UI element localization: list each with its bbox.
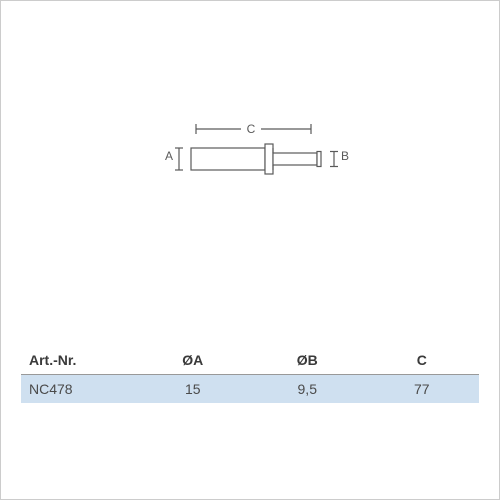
col-header-c: C [365, 346, 480, 375]
svg-text:A: A [165, 149, 173, 163]
cell-a: 15 [136, 375, 251, 404]
cell-art: NC478 [21, 375, 136, 404]
cell-c: 77 [365, 375, 480, 404]
technical-drawing: C A B [1, 1, 500, 341]
dimensions-table: Art.-Nr. ØA ØB C NC478 15 9,5 77 [21, 346, 479, 403]
svg-text:C: C [247, 122, 256, 136]
col-header-art: Art.-Nr. [21, 346, 136, 375]
table-data-row: NC478 15 9,5 77 [21, 375, 479, 404]
svg-text:B: B [341, 149, 349, 163]
col-header-b: ØB [250, 346, 365, 375]
col-header-a: ØA [136, 346, 251, 375]
drawing-svg: C A B [1, 1, 500, 341]
cell-b: 9,5 [250, 375, 365, 404]
table-header-row: Art.-Nr. ØA ØB C [21, 346, 479, 375]
